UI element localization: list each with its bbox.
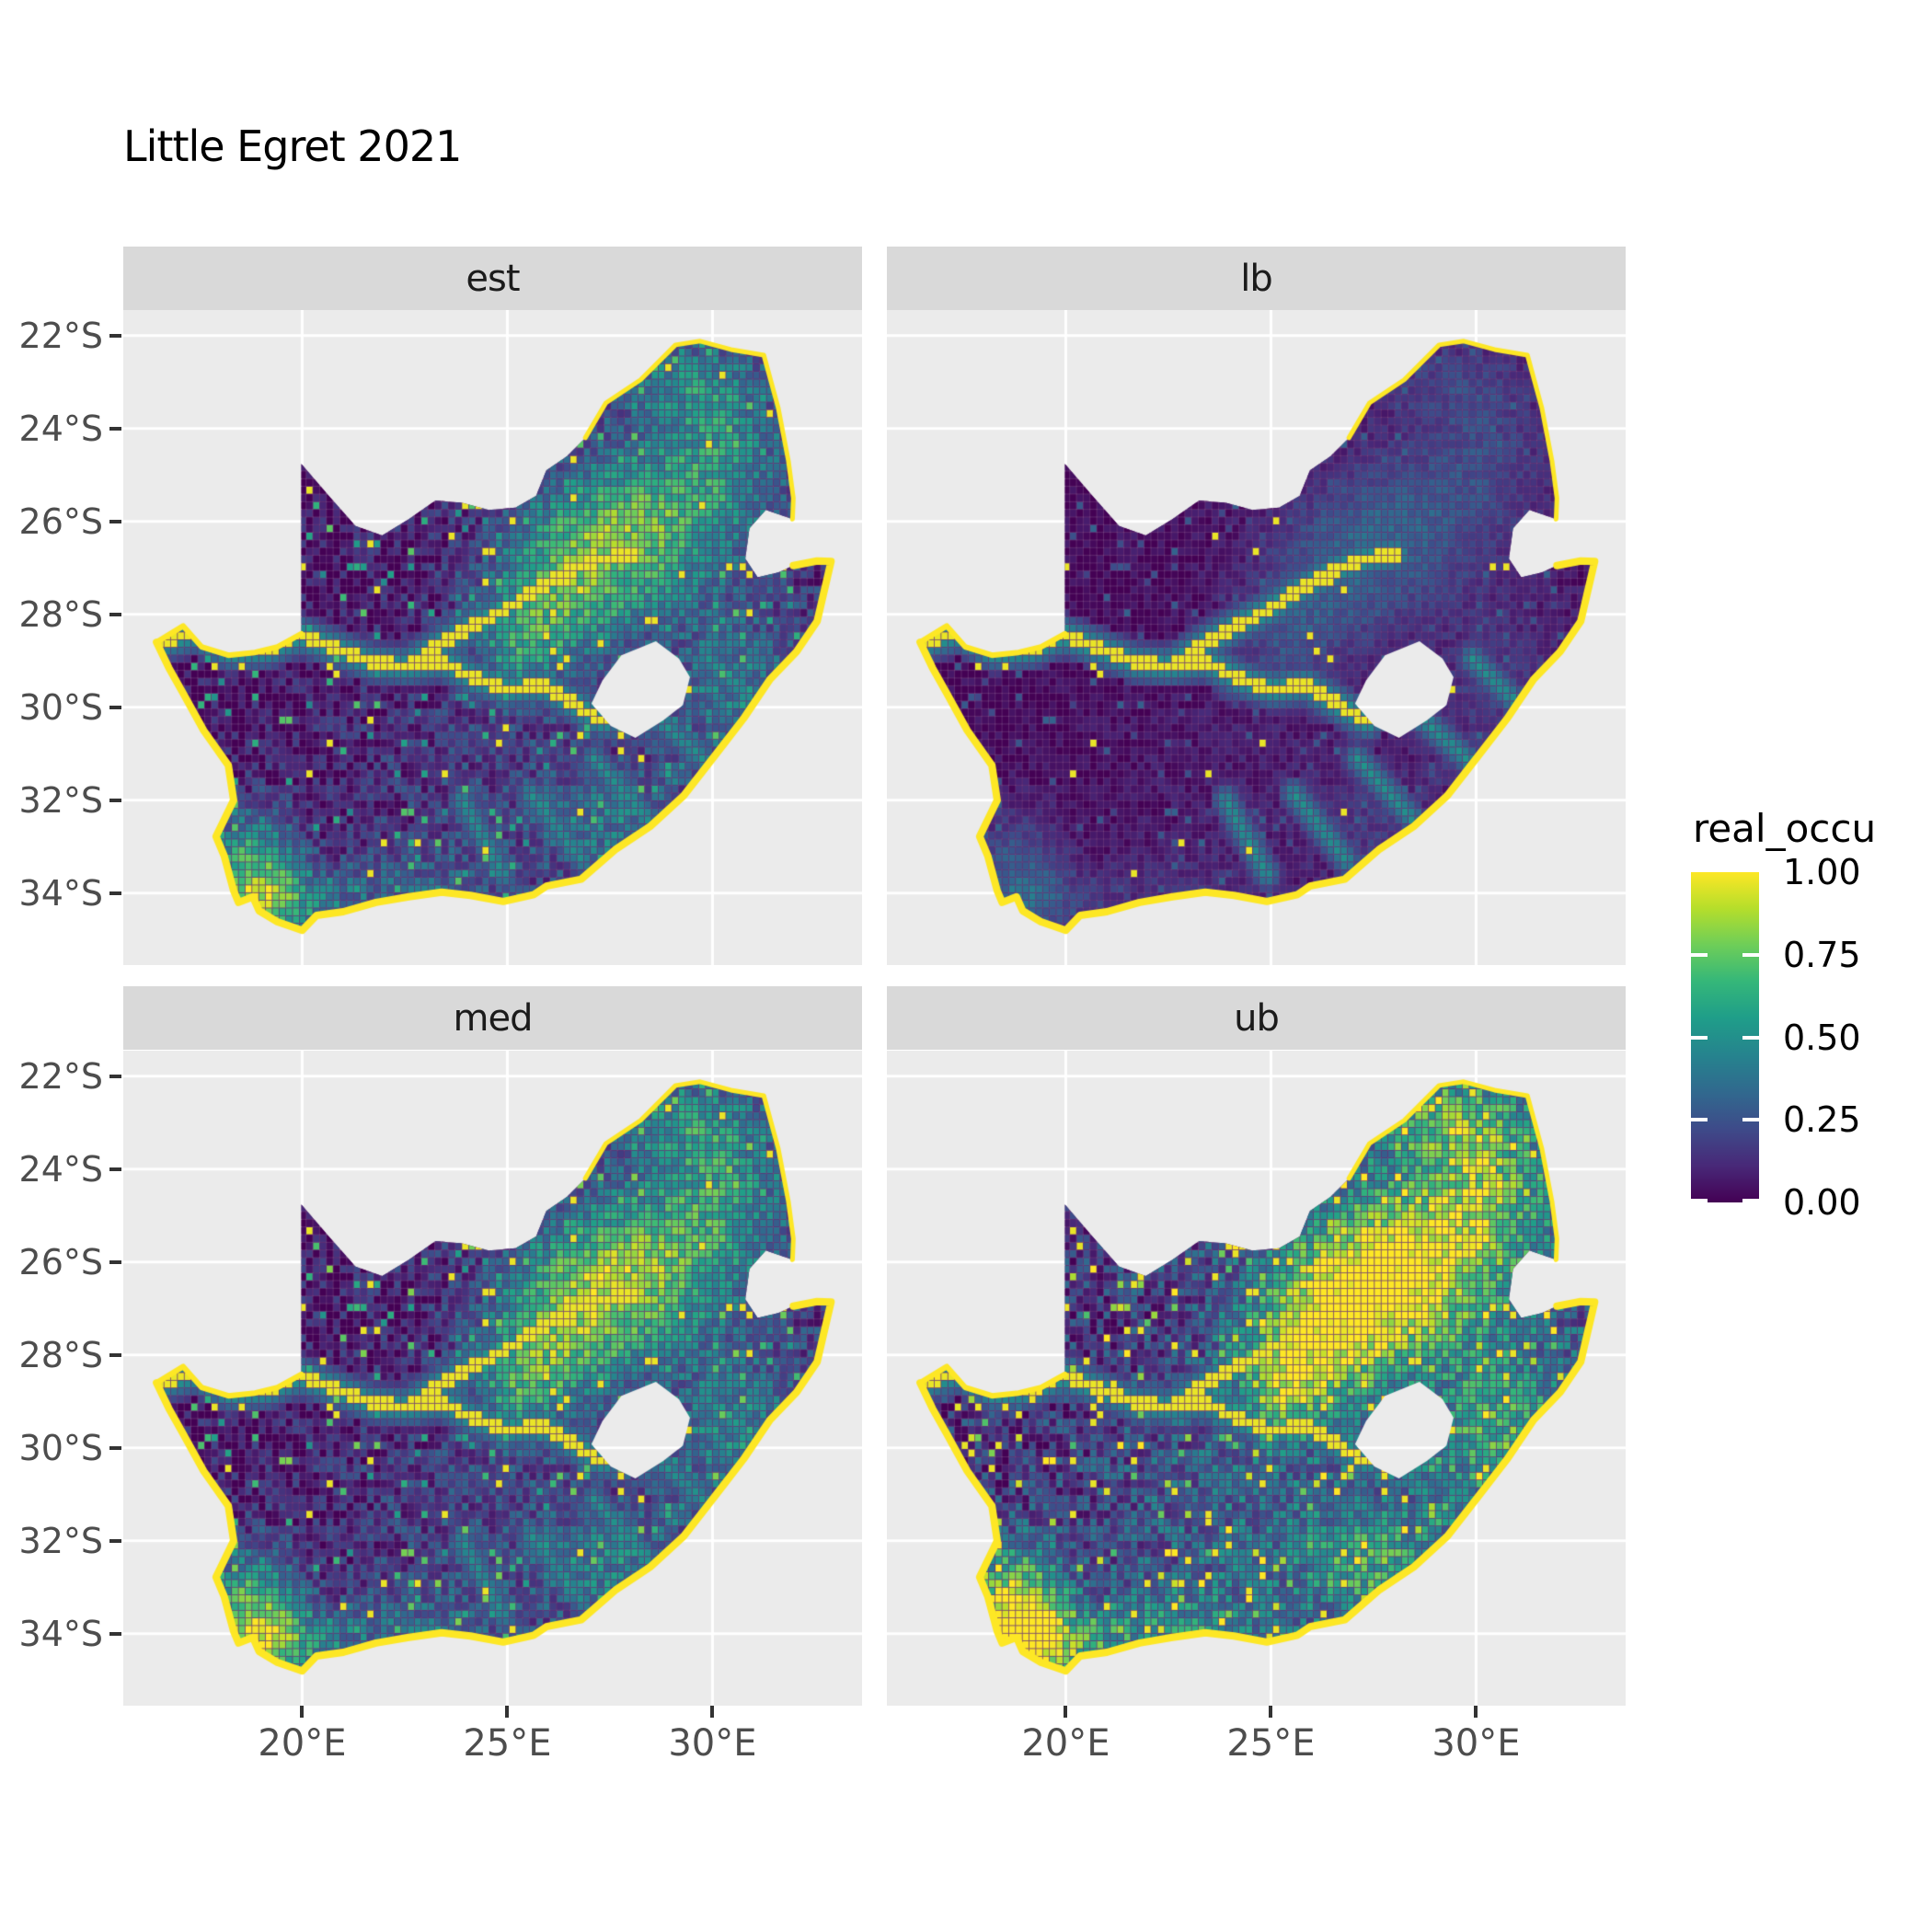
facet-strip-est: est (123, 247, 862, 310)
x-axis-tick (710, 1706, 715, 1718)
x-axis-tick (1064, 1706, 1068, 1718)
facet-strip-ub: ub (887, 986, 1626, 1050)
facet-label-med: med (453, 996, 534, 1040)
y-tick-label: 26°S (18, 500, 103, 542)
map-panel-ub (887, 1051, 1626, 1706)
x-axis-tick (505, 1706, 510, 1718)
x-tick-label: 20°E (258, 1722, 347, 1765)
facet-label-ub: ub (1234, 996, 1280, 1040)
legend-colorbar (1691, 872, 1759, 1202)
x-tick-label: 30°E (668, 1722, 757, 1765)
y-axis-tick (109, 891, 121, 895)
legend-tick (1742, 1199, 1759, 1202)
legend-label: 0.00 (1783, 1182, 1861, 1223)
facet-label-est: est (466, 257, 520, 300)
x-axis-tick (1269, 1706, 1273, 1718)
map-panel-est (123, 310, 862, 965)
x-axis-tick (300, 1706, 305, 1718)
x-tick-label: 30°E (1432, 1722, 1521, 1765)
legend-tick (1691, 1199, 1708, 1202)
legend-tick (1742, 952, 1759, 957)
y-axis-tick (109, 1631, 121, 1636)
legend-label: 1.00 (1783, 852, 1861, 892)
x-tick-label: 25°E (1226, 1722, 1316, 1765)
y-axis-tick (109, 1259, 121, 1264)
y-tick-label: 32°S (18, 1520, 103, 1561)
y-tick-label: 30°S (18, 1427, 103, 1468)
legend-tick (1691, 952, 1708, 957)
facet-strip-med: med (123, 986, 862, 1050)
x-axis-tick (1474, 1706, 1478, 1718)
y-axis-tick (109, 519, 121, 523)
y-axis-tick (109, 1538, 121, 1543)
y-axis-tick (109, 798, 121, 802)
y-tick-label: 34°S (18, 1613, 103, 1654)
x-tick-label: 25°E (463, 1722, 552, 1765)
legend-label: 0.75 (1783, 934, 1861, 975)
facet-label-lb: lb (1240, 257, 1273, 300)
legend-tick (1691, 1118, 1708, 1122)
y-tick-label: 22°S (18, 1055, 103, 1097)
y-tick-label: 28°S (18, 593, 103, 635)
legend-title: real_occu (1693, 806, 1877, 851)
y-axis-tick (109, 1074, 121, 1078)
y-axis-tick (109, 1352, 121, 1357)
y-axis-tick (109, 426, 121, 431)
y-axis-tick (109, 1445, 121, 1450)
legend-tick (1742, 1118, 1759, 1122)
y-tick-label: 22°S (18, 315, 103, 356)
y-tick-label: 24°S (18, 1148, 103, 1190)
map-panel-med (123, 1051, 862, 1706)
legend-label: 0.25 (1783, 1099, 1861, 1141)
y-axis-tick (109, 333, 121, 338)
y-tick-label: 26°S (18, 1241, 103, 1282)
y-tick-label: 28°S (18, 1334, 103, 1375)
facet-strip-lb: lb (887, 247, 1626, 310)
y-axis-tick (109, 705, 121, 709)
legend-tick (1742, 1035, 1759, 1040)
y-tick-label: 34°S (18, 872, 103, 914)
x-tick-label: 20°E (1021, 1722, 1110, 1765)
y-axis-tick (109, 612, 121, 616)
legend-tick (1691, 1035, 1708, 1040)
map-panel-lb (887, 310, 1626, 965)
y-tick-label: 32°S (18, 779, 103, 821)
legend-label: 0.50 (1783, 1017, 1861, 1058)
y-tick-label: 30°S (18, 686, 103, 728)
y-tick-label: 24°S (18, 408, 103, 449)
plot-title: Little Egret 2021 (123, 121, 462, 171)
y-axis-tick (109, 1167, 121, 1171)
